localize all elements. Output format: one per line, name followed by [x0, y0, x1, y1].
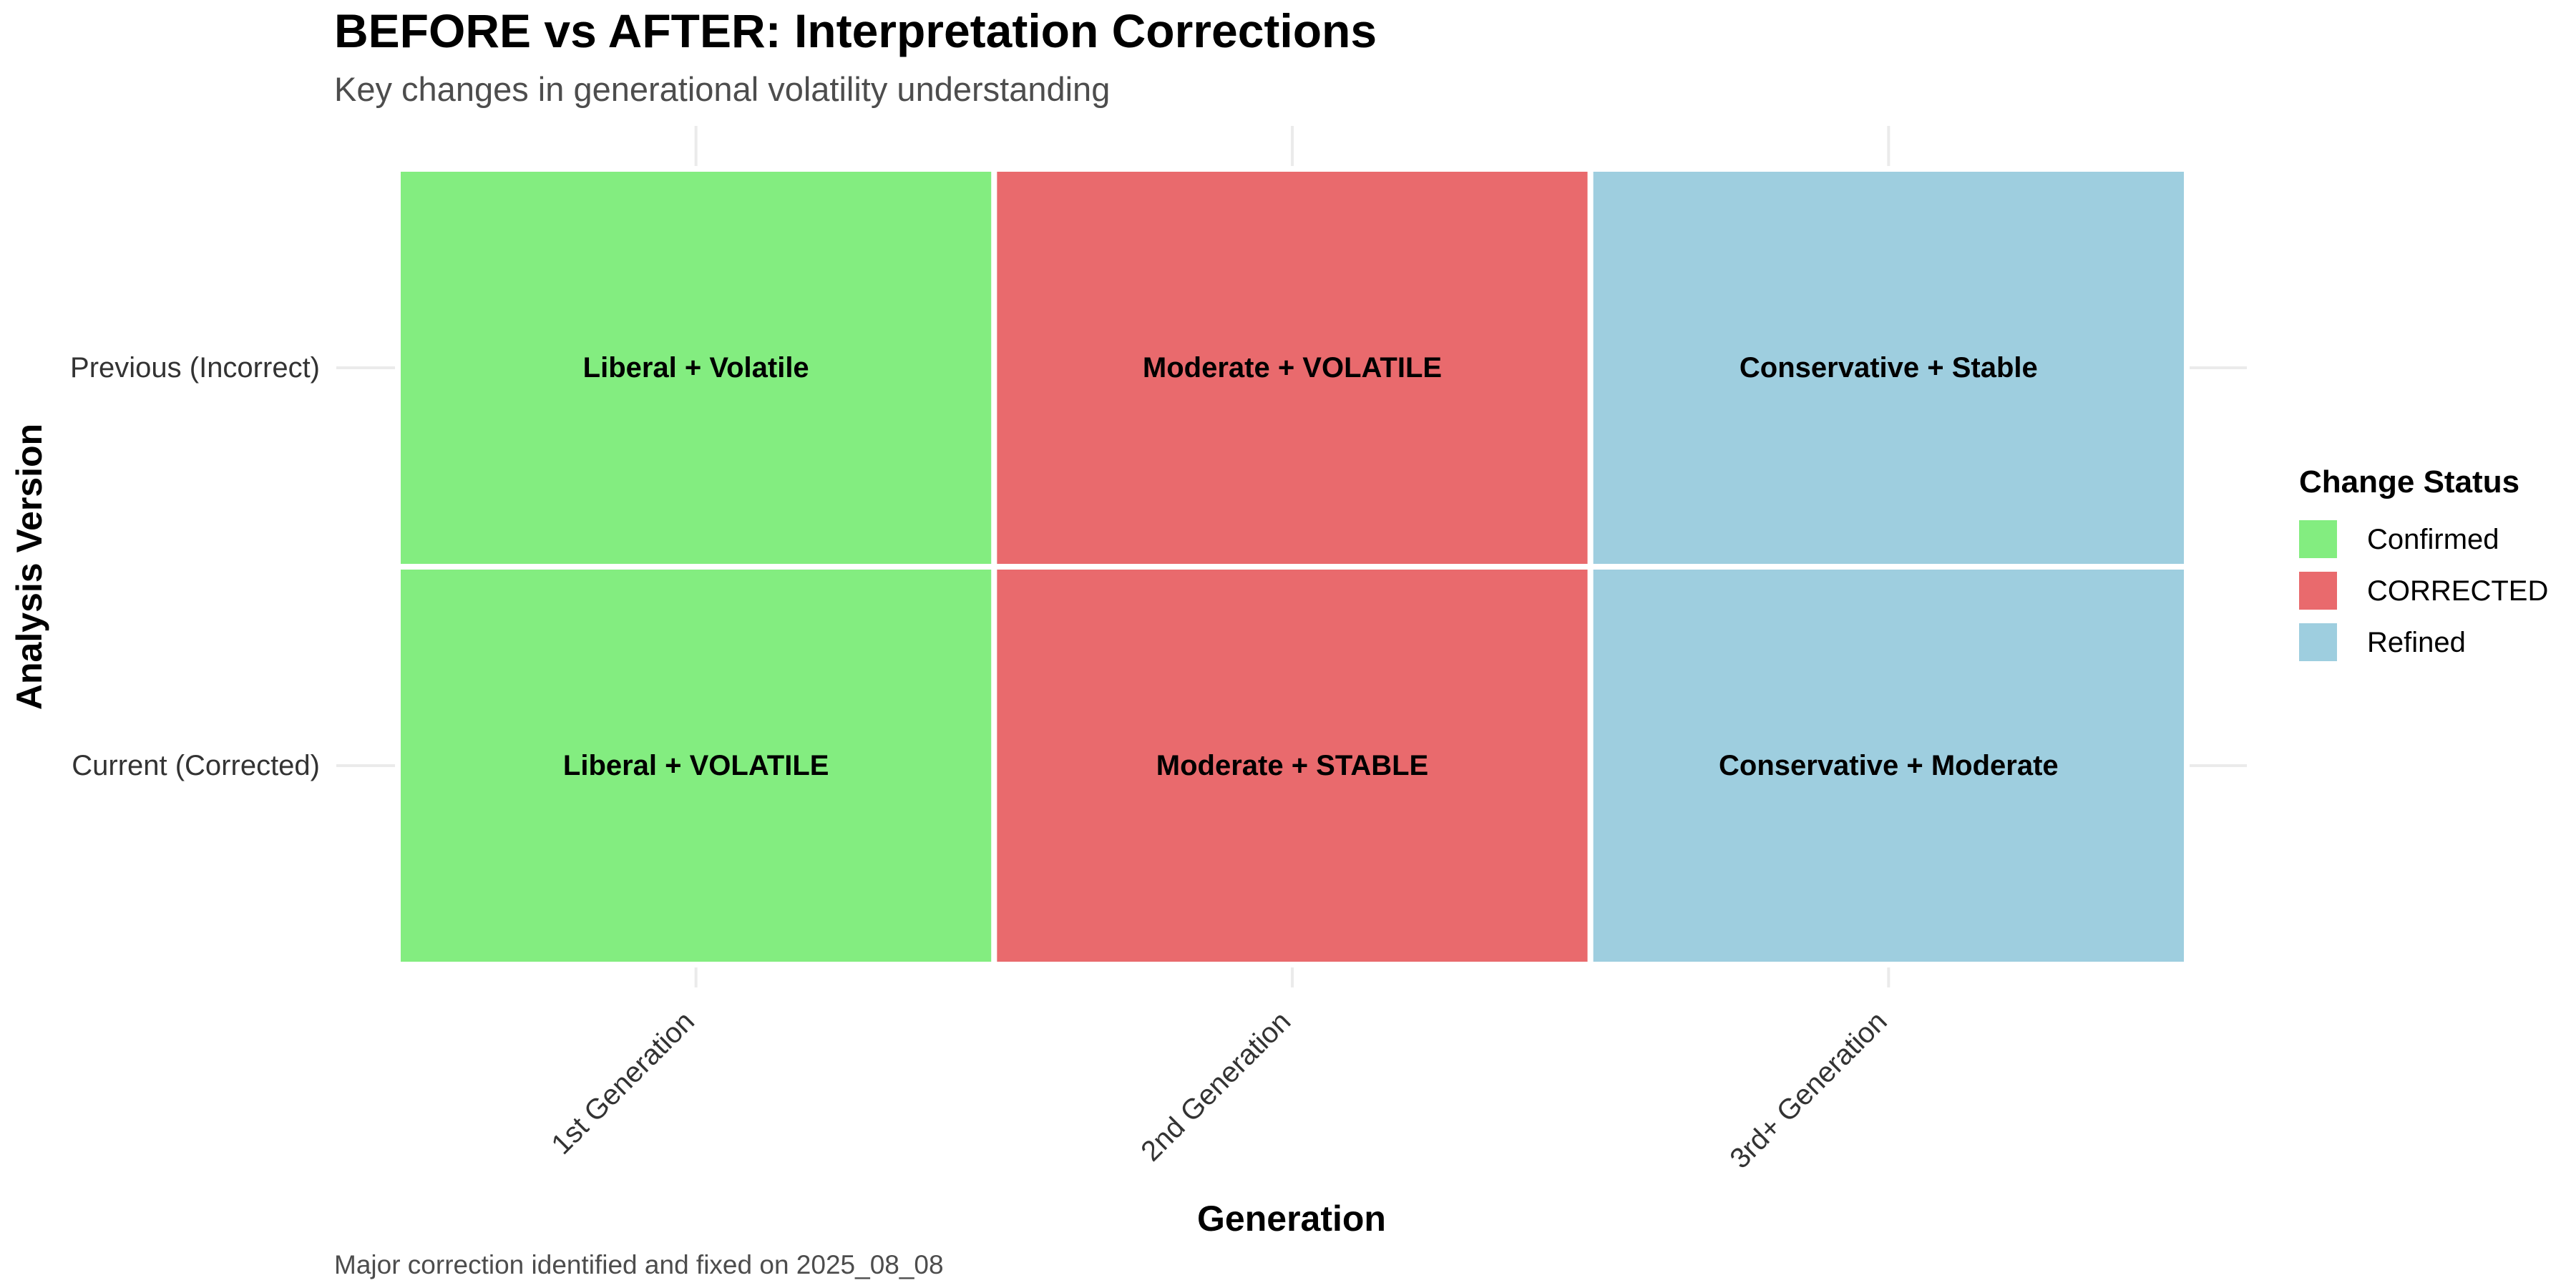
heatmap-cell-2nd-generation-current-corrected [991, 564, 1594, 967]
legend-label: Refined [2367, 627, 2466, 658]
heatmap-cell-3rd-generation-current-corrected [1587, 564, 2190, 967]
legend-title: Change Status [2299, 464, 2519, 499]
heatmap-cell-3rd-generation-previous-incorrect [1587, 166, 2190, 570]
chart-title: BEFORE vs AFTER: Interpretation Correcti… [334, 4, 1377, 57]
y-tick-label: Previous (Incorrect) [70, 352, 320, 384]
y-axis-title: Analysis Version [9, 424, 49, 710]
heatmap-cells: Liberal + Volatile Moderate + VOLATILE Con… [395, 166, 2190, 967]
x-tick-label: 3rd+ Generation [1724, 1005, 1893, 1174]
heatmap-cell-1st-generation-previous-incorrect [395, 166, 997, 570]
legend-key-confirmed [2299, 520, 2337, 558]
heatmap-cell-1st-generation-current-corrected [395, 564, 997, 967]
legend-label: CORRECTED [2367, 575, 2548, 607]
y-tick-label: Current (Corrected) [72, 750, 320, 781]
x-tick-label: 1st Generation [545, 1005, 701, 1161]
cell-label: Liberal + VOLATILE [563, 750, 829, 781]
legend-label: Confirmed [2367, 524, 2499, 555]
x-axis-title: Generation [1197, 1199, 1386, 1239]
cell-label: Conservative + Moderate [1719, 750, 2059, 781]
cell-label: Liberal + Volatile [583, 352, 809, 384]
legend-key-refined [2299, 623, 2337, 661]
legend: Confirmed CORRECTED Refined [2299, 520, 2548, 661]
cell-label: Moderate + STABLE [1156, 750, 1428, 781]
x-tick-label: 2nd Generation [1135, 1005, 1297, 1167]
legend-key-corrected [2299, 572, 2337, 610]
cell-label: Moderate + VOLATILE [1143, 352, 1442, 384]
chart-caption: Major correction identified and fixed on… [334, 1250, 944, 1279]
chart-subtitle: Key changes in generational volatility u… [334, 70, 1110, 108]
cell-label: Conservative + Stable [1740, 352, 2038, 384]
